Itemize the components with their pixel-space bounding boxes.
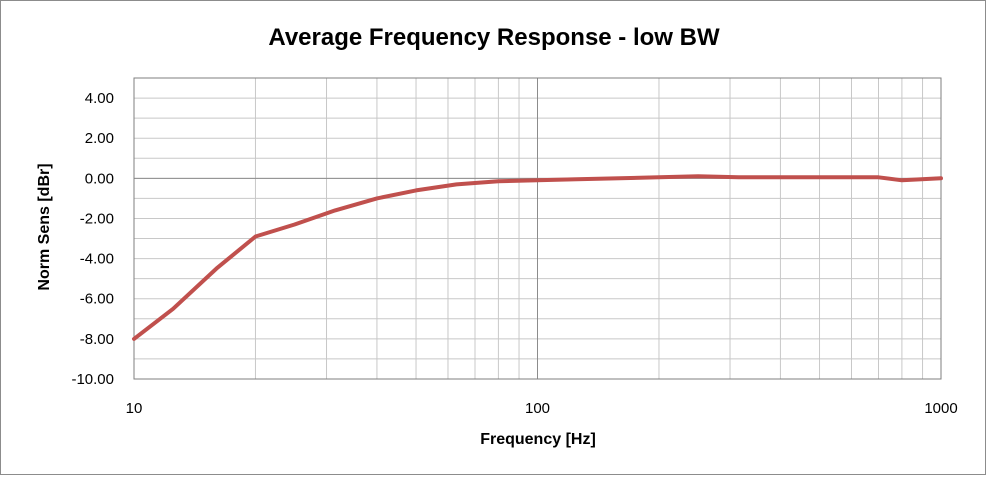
x-axis-ticks: 10 100 1000 — [126, 400, 958, 417]
series-layer — [132, 174, 943, 341]
y-tick-label: -2.00 — [80, 210, 114, 227]
x-tick-label: 100 — [525, 400, 550, 417]
x-tick-label: 1000 — [924, 400, 957, 417]
y-tick-label: 2.00 — [85, 130, 114, 147]
x-tick-label: 10 — [126, 400, 143, 417]
y-axis-title: Norm Sens [dBr] — [36, 163, 53, 290]
y-tick-label: -6.00 — [80, 291, 114, 308]
y-tick-label: -4.00 — [80, 251, 114, 268]
x-axis-title: Frequency [Hz] — [480, 431, 596, 448]
y-axis-ticks: 4.00 2.00 0.00 -2.00 -4.00 -6.00 -8.00 -10.00 — [71, 90, 114, 388]
y-tick-label: -10.00 — [71, 371, 114, 388]
series-line — [132, 174, 943, 341]
grid — [133, 77, 941, 380]
plot-area — [133, 77, 942, 380]
y-tick-label: 0.00 — [85, 170, 114, 187]
y-tick-label: -8.00 — [80, 331, 114, 348]
chart-title: Average Frequency Response - low BW — [268, 24, 720, 51]
y-tick-label: 4.00 — [85, 90, 114, 107]
